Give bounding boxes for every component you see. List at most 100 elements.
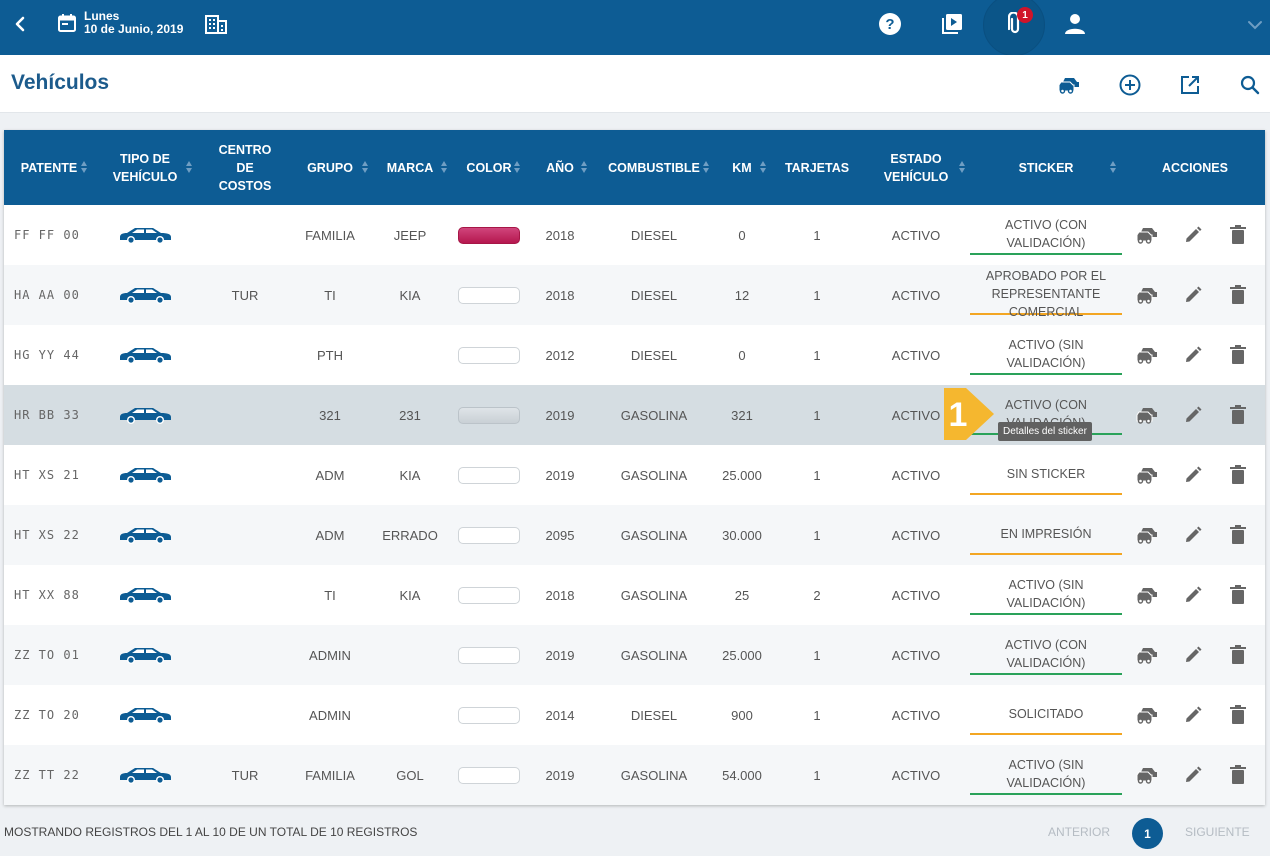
table-row[interactable]: HG YY 44 PTH 2012 DIESEL 0 1 ACTIVO ACTIVO (SIN… bbox=[4, 325, 1265, 385]
cars-icon[interactable] bbox=[1136, 403, 1160, 427]
table-row[interactable]: HT XX 88 TI KIA 2018 GASOLINA 25 2 ACTIVO ACTIVO… bbox=[4, 565, 1265, 625]
color-swatch bbox=[458, 466, 520, 484]
sticker-status[interactable]: ACTIVO (CON VALIDACIÓN) bbox=[970, 214, 1122, 255]
chevron-down-icon[interactable] bbox=[1244, 14, 1266, 36]
delete-icon[interactable] bbox=[1226, 583, 1250, 607]
cell-tarjetas: 1 bbox=[813, 527, 821, 543]
sort-icon[interactable] bbox=[186, 161, 193, 174]
cars-icon[interactable] bbox=[1136, 463, 1160, 487]
sticker-status[interactable]: EN IMPRESIÓN bbox=[970, 514, 1122, 555]
cell-km: 30.000 bbox=[722, 527, 762, 543]
cars-icon[interactable] bbox=[1136, 283, 1160, 307]
sort-icon[interactable] bbox=[703, 161, 710, 174]
sort-icon[interactable] bbox=[1110, 161, 1117, 174]
edit-icon[interactable] bbox=[1181, 283, 1205, 307]
sort-icon[interactable] bbox=[441, 161, 448, 174]
header-grupo[interactable]: GRUPO bbox=[307, 160, 353, 175]
pagination-page[interactable]: 1 bbox=[1132, 818, 1163, 849]
cell-color bbox=[454, 625, 524, 685]
sticker-status[interactable]: SOLICITADO bbox=[970, 694, 1122, 735]
header-anio[interactable]: AÑO bbox=[546, 160, 574, 175]
delete-icon[interactable] bbox=[1226, 223, 1250, 247]
sort-icon[interactable] bbox=[581, 161, 588, 174]
sort-icon[interactable] bbox=[81, 161, 88, 174]
edit-icon[interactable] bbox=[1181, 703, 1205, 727]
sticker-status[interactable]: ACTIVO (SIN VALIDACIÓN) bbox=[970, 754, 1122, 795]
table-row[interactable]: ZZ TO 01 ADMIN 2019 GASOLINA 25.000 1 ACTIVO AC… bbox=[4, 625, 1265, 685]
cars-icon[interactable] bbox=[1136, 523, 1160, 547]
building-icon[interactable] bbox=[204, 12, 228, 36]
header-sticker[interactable]: STICKER bbox=[1018, 160, 1074, 175]
delete-icon[interactable] bbox=[1226, 643, 1250, 667]
cars-icon[interactable] bbox=[1058, 73, 1082, 97]
cell-patente: ZZ TO 01 bbox=[14, 648, 80, 662]
delete-icon[interactable] bbox=[1226, 403, 1250, 427]
delete-icon[interactable] bbox=[1226, 283, 1250, 307]
delete-icon[interactable] bbox=[1226, 763, 1250, 787]
sticker-status[interactable]: APROBADO POR EL REPRESENTANTE COMERCIAL bbox=[970, 269, 1122, 319]
edit-icon[interactable] bbox=[1181, 463, 1205, 487]
table-row[interactable]: HA AA 00 TUR TI KIA 2018 DIESEL 12 1 ACTIVO APROB… bbox=[4, 265, 1265, 325]
add-circle-icon[interactable] bbox=[1118, 73, 1142, 97]
cell-marca bbox=[376, 625, 444, 685]
cars-icon[interactable] bbox=[1136, 223, 1160, 247]
cell-patente: HT XS 22 bbox=[14, 528, 80, 542]
current-date[interactable]: Lunes 10 de Junio, 2019 bbox=[84, 10, 183, 36]
pagination-prev[interactable]: ANTERIOR bbox=[1048, 825, 1111, 839]
cell-marca: JEEP bbox=[393, 227, 427, 243]
video-icon[interactable] bbox=[940, 12, 964, 36]
header-patente[interactable]: PATENTE bbox=[20, 160, 78, 175]
cars-icon[interactable] bbox=[1136, 583, 1160, 607]
delete-icon[interactable] bbox=[1226, 343, 1250, 367]
table-row[interactable]: HT XS 22 ADM ERRADO 2095 GASOLINA 30.000 1 ACTI… bbox=[4, 505, 1265, 565]
user-icon[interactable] bbox=[1063, 12, 1087, 36]
delete-icon[interactable] bbox=[1226, 463, 1250, 487]
cars-icon[interactable] bbox=[1136, 763, 1160, 787]
table-row[interactable]: ZZ TT 22 TUR FAMILIA GOL 2019 GASOLINA 54.000 1… bbox=[4, 745, 1265, 805]
search-icon[interactable] bbox=[1238, 73, 1262, 97]
cars-icon[interactable] bbox=[1136, 343, 1160, 367]
edit-icon[interactable] bbox=[1181, 223, 1205, 247]
sticker-status[interactable]: ACTIVO (SIN VALIDACIÓN) bbox=[970, 574, 1122, 615]
date-day: Lunes bbox=[84, 9, 120, 23]
back-icon[interactable] bbox=[8, 12, 32, 36]
cars-icon[interactable] bbox=[1136, 703, 1160, 727]
pagination-next[interactable]: SIGUIENTE bbox=[1185, 825, 1250, 839]
notification-badge: 1 bbox=[1017, 7, 1033, 23]
edit-icon[interactable] bbox=[1181, 583, 1205, 607]
edit-icon[interactable] bbox=[1181, 643, 1205, 667]
car-icon bbox=[114, 685, 176, 745]
header-centro[interactable]: CENTRO DE COSTOS bbox=[218, 142, 272, 193]
calendar-icon[interactable] bbox=[56, 12, 78, 34]
header-color[interactable]: COLOR bbox=[466, 160, 512, 175]
edit-icon[interactable] bbox=[1181, 403, 1205, 427]
sort-icon[interactable] bbox=[959, 161, 966, 174]
edit-icon[interactable] bbox=[1181, 343, 1205, 367]
delete-icon[interactable] bbox=[1226, 703, 1250, 727]
header-marca[interactable]: MARCA bbox=[386, 160, 434, 175]
car-icon bbox=[114, 625, 176, 685]
cell-marca bbox=[376, 685, 444, 745]
cars-icon[interactable] bbox=[1136, 643, 1160, 667]
table-row[interactable]: ZZ TO 20 ADMIN 2014 DIESEL 900 1 ACTIVO SOLICIT… bbox=[4, 685, 1265, 745]
header-combustible[interactable]: COMBUSTIBLE bbox=[608, 160, 700, 175]
delete-icon[interactable] bbox=[1226, 523, 1250, 547]
header-estado[interactable]: ESTADO VEHÍCULO bbox=[883, 151, 949, 184]
sticker-status[interactable]: SIN STICKER bbox=[970, 454, 1122, 495]
sort-icon[interactable] bbox=[514, 161, 521, 174]
sticker-status[interactable]: ACTIVO (SIN VALIDACIÓN) bbox=[970, 334, 1122, 375]
sort-icon[interactable] bbox=[760, 161, 767, 174]
header-km[interactable]: KM bbox=[732, 160, 752, 175]
sort-icon[interactable] bbox=[362, 161, 369, 174]
table-row[interactable]: FF FF 00 FAMILIA JEEP 2018 DIESEL 0 1 ACTIVO ACT… bbox=[4, 205, 1265, 265]
edit-icon[interactable] bbox=[1181, 523, 1205, 547]
sticker-status[interactable]: ACTIVO (CON VALIDACIÓN) bbox=[970, 634, 1122, 675]
help-icon[interactable]: ? bbox=[878, 12, 902, 36]
cell-estado: ACTIVO bbox=[891, 647, 941, 663]
cell-centro: TUR bbox=[231, 287, 259, 303]
records-summary: MOSTRANDO REGISTROS DEL 1 AL 10 DE UN TO… bbox=[4, 825, 418, 839]
header-tipo[interactable]: TIPO DE VEHÍCULO bbox=[112, 151, 178, 184]
open-external-icon[interactable] bbox=[1178, 73, 1202, 97]
edit-icon[interactable] bbox=[1181, 763, 1205, 787]
table-row[interactable]: HT XS 21 ADM KIA 2019 GASOLINA 25.000 1 ACTIVO S… bbox=[4, 445, 1265, 505]
